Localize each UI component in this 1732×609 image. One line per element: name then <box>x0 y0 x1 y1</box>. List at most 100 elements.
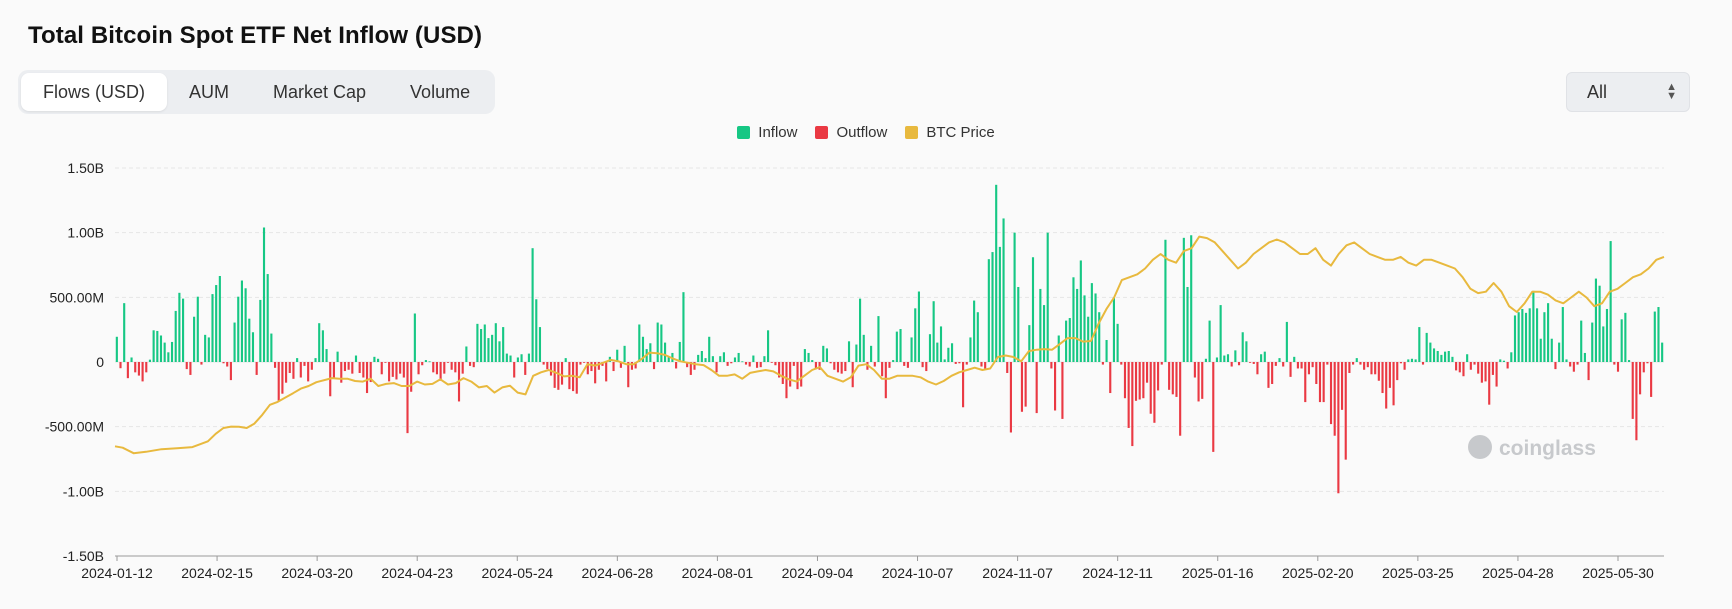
outflow-bar <box>185 362 188 370</box>
outflow-bar <box>1212 362 1215 452</box>
inflow-bar <box>233 322 236 362</box>
inflow-bar <box>196 296 199 362</box>
inflow-bar <box>527 353 530 362</box>
outflow-bar <box>1296 362 1299 369</box>
outflow-bar <box>840 362 843 374</box>
inflow-bar <box>1447 351 1450 362</box>
outflow-bar <box>391 362 394 377</box>
inflow-bar <box>895 331 898 362</box>
inflow-bar <box>1083 295 1086 362</box>
outflow-bar <box>597 362 600 370</box>
x-tick-label: 2024-01-12 <box>81 565 153 581</box>
inflow-bar <box>1234 350 1237 362</box>
outflow-bar <box>1123 362 1127 399</box>
tab-flows-usd[interactable]: Flows (USD) <box>21 73 167 111</box>
outflow-bar <box>634 362 637 369</box>
outflow-bar <box>1193 362 1196 378</box>
inflow-bar <box>1429 342 1432 362</box>
inflow-bar <box>259 299 262 362</box>
outflow-bar <box>744 362 748 365</box>
inflow-bar <box>947 347 950 362</box>
time-range-select[interactable]: All ▲ ▼ <box>1566 72 1690 112</box>
outflow-bar <box>1495 362 1498 387</box>
legend-label-btc-price: BTC Price <box>926 124 995 141</box>
inflow-bar <box>1440 354 1443 362</box>
inflow-bar <box>1245 341 1248 362</box>
y-tick-label: -500.00M <box>45 419 104 435</box>
inflow-bar <box>1112 297 1115 362</box>
inflow-bar <box>1355 358 1358 362</box>
outflow-bar <box>800 362 803 387</box>
tab-volume[interactable]: Volume <box>410 81 471 102</box>
outflow-bar <box>1333 362 1336 436</box>
outflow-bar <box>273 362 277 368</box>
outflow-bar <box>1020 362 1024 412</box>
x-tick-label: 2024-02-15 <box>181 565 253 581</box>
inflow-bar <box>487 338 490 362</box>
inflow-bar <box>1539 338 1542 362</box>
x-tick-label: 2025-02-20 <box>1282 565 1354 581</box>
outflow-bar <box>1639 362 1642 395</box>
inflow-bar <box>240 280 243 362</box>
outflow-bar <box>748 362 751 367</box>
y-tick-label: 0 <box>96 354 104 370</box>
inflow-bar <box>1624 312 1627 362</box>
outflow-bar <box>627 362 630 388</box>
outflow-bar <box>369 362 372 383</box>
inflow-bar <box>1002 218 1005 362</box>
outflow-bar <box>1650 362 1653 397</box>
outflow-bar <box>1403 362 1406 370</box>
outflow-bar <box>299 362 302 378</box>
outflow-bar <box>1035 362 1038 414</box>
inflow-bar <box>1550 338 1553 362</box>
outflow-bar <box>755 362 759 368</box>
inflow-bar <box>159 335 163 362</box>
outflow-bar <box>1359 362 1362 365</box>
inflow-bar <box>995 184 998 362</box>
outflow-bar <box>365 362 369 394</box>
inflow-bar <box>204 334 207 362</box>
outflow-bar <box>1642 362 1645 373</box>
outflow-bar <box>1484 362 1487 382</box>
inflow-bar <box>803 349 806 362</box>
inflow-bar <box>1561 307 1564 362</box>
outflow-bar <box>1473 362 1476 365</box>
outflow-bar <box>873 362 876 367</box>
inflow-bar <box>822 345 825 362</box>
outflow-bar <box>579 362 582 365</box>
inflow-bar <box>1432 348 1436 362</box>
inflow-bar <box>910 337 913 362</box>
inflow-bar <box>1028 325 1031 362</box>
outflow-bar <box>1348 362 1351 373</box>
outflow-bar <box>285 362 288 383</box>
page-title: Total Bitcoin Spot ETF Net Inflow (USD) <box>28 22 483 49</box>
outflow-bar <box>1274 362 1277 366</box>
outflow-bar <box>1024 362 1027 407</box>
inflow-bar <box>722 352 725 362</box>
outflow-bar <box>796 362 799 390</box>
inflow-bar <box>509 355 512 362</box>
inflow-bar <box>1407 359 1410 362</box>
inflow-bar <box>483 324 486 362</box>
inflow-bar <box>491 334 494 362</box>
outflow-bar <box>965 362 968 365</box>
tab-aum[interactable]: AUM <box>189 81 229 102</box>
tab-market-cap[interactable]: Market Cap <box>273 81 367 102</box>
outflow-bar <box>1149 362 1152 414</box>
outflow-bar <box>1392 362 1395 406</box>
inflow-bar <box>1013 232 1016 362</box>
legend-item-inflow[interactable]: Inflow <box>737 124 797 141</box>
outflow-bar <box>833 362 836 370</box>
outflow-bar <box>1315 362 1318 384</box>
inflow-bar <box>939 326 943 362</box>
outflow-bar <box>980 362 983 367</box>
inflow-bar <box>170 341 174 362</box>
outflow-bar <box>410 362 413 392</box>
legend-item-btc-price[interactable]: BTC Price <box>905 124 995 141</box>
legend-item-outflow[interactable]: Outflow <box>815 124 887 141</box>
y-tick-label: 1.00B <box>67 225 104 241</box>
outflow-bar <box>1340 362 1344 410</box>
x-tick-label: 2024-08-01 <box>682 565 754 581</box>
outflow-bar <box>1145 362 1149 383</box>
